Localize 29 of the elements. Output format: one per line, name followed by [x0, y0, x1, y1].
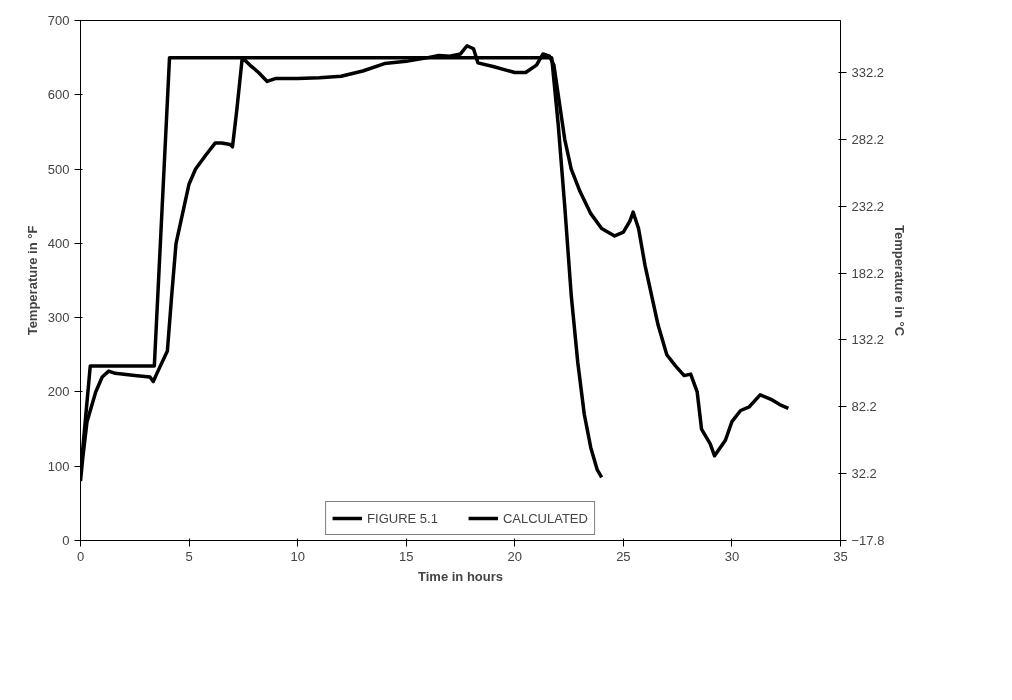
x-axis-title: Time in hours	[418, 568, 503, 584]
legend-label: FIGURE 5.1	[367, 510, 438, 526]
y-tick-label: 400	[47, 235, 70, 251]
y-tick-label: 0	[62, 533, 70, 548]
y-tick-label: 100	[47, 458, 70, 474]
y-tick-label: 500	[47, 161, 70, 177]
y2-axis-title: Temperature in °C	[892, 224, 908, 337]
y2-tick-label: 82.2	[851, 399, 877, 415]
y2-tick-label: 232.2	[851, 198, 885, 214]
y2-tick-label: 332.2	[851, 65, 885, 81]
x-tick-label: 10	[290, 548, 305, 564]
x-tick-label: 5	[185, 548, 193, 564]
x-tick-label: 20	[507, 548, 523, 564]
y2-tick-label: 282.2	[851, 131, 885, 147]
y-tick-label: 700	[47, 13, 70, 28]
legend-label: CALCULATED	[502, 510, 588, 526]
y-tick-label: 300	[47, 310, 70, 326]
y-axis-title: Temperature in °F	[24, 225, 40, 336]
x-tick-label: 15	[398, 548, 414, 564]
y2-tick-label: 32.2	[851, 466, 877, 482]
x-tick-label: 35	[833, 548, 848, 564]
y-tick-label: 200	[47, 384, 70, 400]
y2-tick-label: 132.2	[851, 332, 885, 348]
y2-tick-label: 182.2	[851, 265, 885, 281]
y-tick-label: 600	[47, 87, 70, 103]
x-tick-label: 0	[76, 548, 85, 564]
x-tick-label: 30	[724, 548, 740, 564]
y2-tick-label: −17.8	[851, 533, 885, 548]
x-tick-label: 25	[616, 548, 631, 564]
